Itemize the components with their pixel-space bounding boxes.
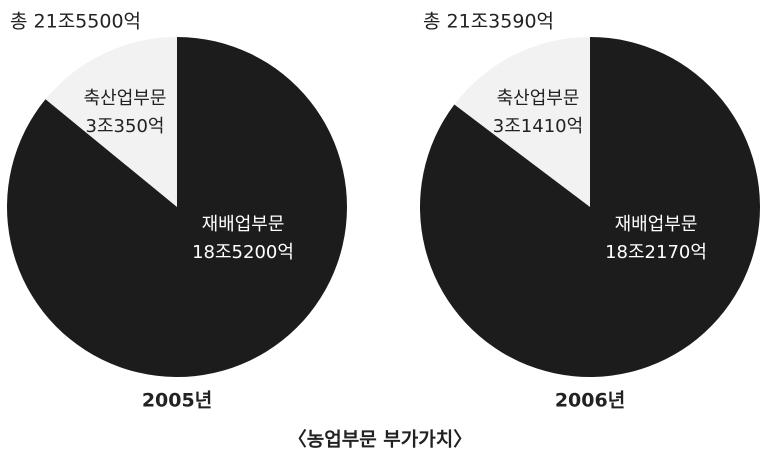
slice-label: 재배업부문 xyxy=(202,214,285,235)
slice-label: 축산업부문 xyxy=(84,88,167,109)
pie-year: 2006년 xyxy=(555,390,625,412)
slice-value-label: 18조5200억 xyxy=(192,242,294,263)
slice-value-label: 3조1410억 xyxy=(493,116,583,137)
slice-label: 재배업부문 xyxy=(615,214,698,235)
caption: 〈농업부문 부가가치〉 xyxy=(288,428,472,451)
pie-total: 총 21조5500억 xyxy=(10,11,141,33)
pie-slice xyxy=(45,37,178,207)
pie-slice xyxy=(454,37,590,207)
slice-value-label: 18조2170억 xyxy=(605,242,707,263)
pie-total: 총 21조3590억 xyxy=(423,11,554,33)
slice-label: 축산업부문 xyxy=(497,88,580,109)
pie-year: 2005년 xyxy=(142,390,212,412)
slice-value-label: 3조350억 xyxy=(86,116,165,137)
pie-slice xyxy=(6,37,347,377)
pie-slice xyxy=(419,37,761,377)
